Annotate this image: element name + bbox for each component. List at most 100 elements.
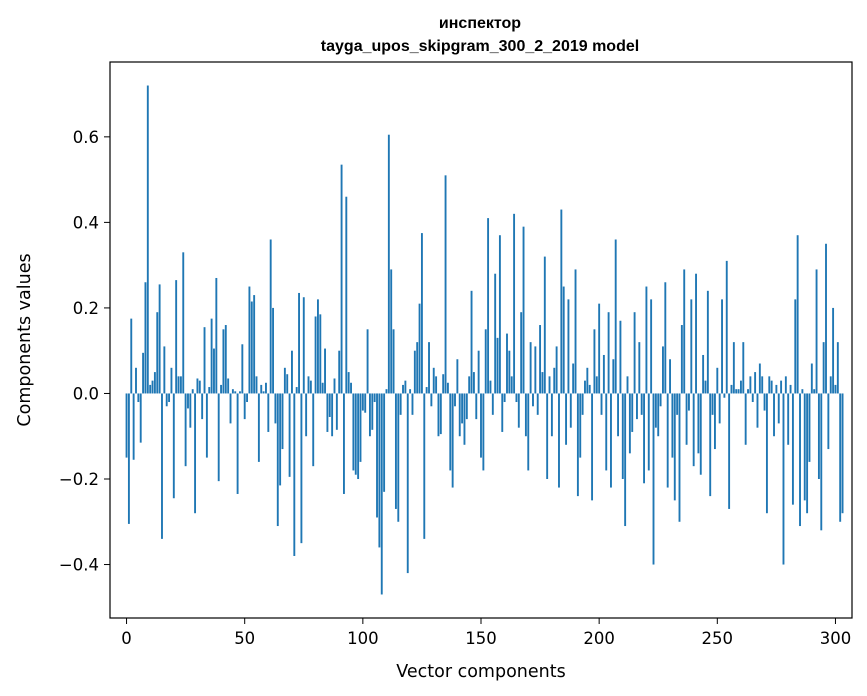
bar-201 bbox=[600, 393, 603, 415]
bar-100 bbox=[361, 393, 364, 411]
bar-277 bbox=[780, 380, 783, 394]
bar-158 bbox=[498, 235, 501, 394]
bar-183 bbox=[558, 393, 560, 488]
bar-148 bbox=[475, 393, 478, 420]
bar-34 bbox=[205, 393, 208, 458]
bar-300 bbox=[834, 384, 837, 394]
x-tick-label-6: 300 bbox=[820, 629, 852, 648]
bar-208 bbox=[617, 393, 619, 437]
bar-181 bbox=[553, 367, 556, 394]
bar-48 bbox=[239, 391, 241, 394]
bar-180 bbox=[550, 393, 553, 437]
bar-221 bbox=[647, 393, 650, 471]
bar-243 bbox=[699, 393, 702, 475]
bar-159 bbox=[501, 393, 504, 432]
bar-21 bbox=[175, 280, 178, 394]
bar-223 bbox=[652, 393, 655, 565]
bar-131 bbox=[435, 376, 438, 394]
bar-22 bbox=[177, 376, 180, 394]
bar-119 bbox=[406, 393, 409, 574]
bar-62 bbox=[272, 307, 274, 394]
bar-20 bbox=[172, 393, 175, 499]
bar-92 bbox=[343, 393, 345, 494]
bar-172 bbox=[532, 393, 534, 407]
bar-51 bbox=[246, 393, 248, 403]
bar-113 bbox=[392, 329, 395, 394]
bar-162 bbox=[508, 350, 511, 394]
bar-192 bbox=[579, 393, 582, 458]
bar-250 bbox=[716, 367, 719, 394]
bar-236 bbox=[683, 269, 686, 394]
bar-6 bbox=[139, 393, 142, 443]
bar-83 bbox=[321, 382, 324, 394]
bar-63 bbox=[274, 393, 277, 424]
bar-137 bbox=[449, 393, 452, 471]
bar-3 bbox=[132, 393, 135, 460]
bar-286 bbox=[801, 389, 804, 394]
bar-89 bbox=[335, 393, 338, 430]
bar-265 bbox=[751, 393, 754, 403]
bar-257 bbox=[732, 342, 735, 394]
bar-67 bbox=[283, 367, 286, 394]
bar-168 bbox=[522, 226, 525, 394]
bar-167 bbox=[520, 312, 523, 394]
bars bbox=[125, 85, 844, 595]
bar-235 bbox=[680, 325, 683, 394]
bar-229 bbox=[666, 393, 669, 488]
bar-122 bbox=[413, 350, 416, 394]
bar-25 bbox=[184, 393, 187, 467]
bar-256 bbox=[730, 384, 733, 394]
bar-39 bbox=[217, 393, 220, 482]
bar-107 bbox=[378, 393, 381, 548]
bar-184 bbox=[560, 209, 563, 394]
bar-225 bbox=[657, 393, 660, 437]
bar-55 bbox=[255, 376, 258, 394]
bar-49 bbox=[241, 344, 244, 394]
bar-140 bbox=[456, 359, 459, 394]
bar-108 bbox=[380, 393, 383, 595]
bar-145 bbox=[468, 376, 471, 394]
bar-228 bbox=[664, 282, 667, 394]
bar-125 bbox=[420, 233, 423, 394]
bar-115 bbox=[397, 393, 400, 522]
bar-138 bbox=[451, 393, 454, 488]
bar-94 bbox=[347, 372, 350, 394]
bar-273 bbox=[770, 380, 773, 394]
bar-298 bbox=[829, 376, 832, 394]
x-axis-label: Vector components bbox=[396, 662, 565, 682]
bar-188 bbox=[569, 393, 572, 428]
bar-227 bbox=[662, 346, 664, 394]
bar-106 bbox=[376, 393, 378, 518]
bar-58 bbox=[262, 391, 265, 394]
bar-262 bbox=[744, 393, 747, 445]
bar-214 bbox=[631, 393, 634, 432]
bar-219 bbox=[643, 393, 645, 484]
bar-203 bbox=[605, 393, 608, 471]
bar-79 bbox=[312, 393, 315, 467]
bar-190 bbox=[574, 269, 577, 394]
bar-72 bbox=[295, 387, 298, 394]
bar-173 bbox=[534, 346, 537, 394]
bar-26 bbox=[187, 393, 189, 409]
bar-179 bbox=[548, 376, 551, 394]
bar-222 bbox=[650, 299, 653, 394]
y-tick-label-1: −0.2 bbox=[59, 470, 99, 489]
bar-128 bbox=[428, 342, 430, 394]
bar-186 bbox=[565, 393, 568, 445]
bar-254 bbox=[725, 260, 728, 394]
bar-246 bbox=[706, 290, 709, 394]
bar-29 bbox=[194, 393, 197, 514]
bar-50 bbox=[243, 393, 246, 420]
bar-60 bbox=[267, 393, 270, 432]
bar-19 bbox=[170, 367, 173, 394]
bar-302 bbox=[839, 393, 842, 522]
bar-252 bbox=[721, 299, 723, 394]
bar-52 bbox=[248, 286, 251, 394]
bar-269 bbox=[761, 376, 764, 394]
bar-169 bbox=[524, 393, 527, 437]
bar-217 bbox=[638, 342, 641, 394]
bar-13 bbox=[156, 312, 159, 394]
bar-253 bbox=[723, 393, 726, 398]
bar-226 bbox=[659, 393, 662, 407]
